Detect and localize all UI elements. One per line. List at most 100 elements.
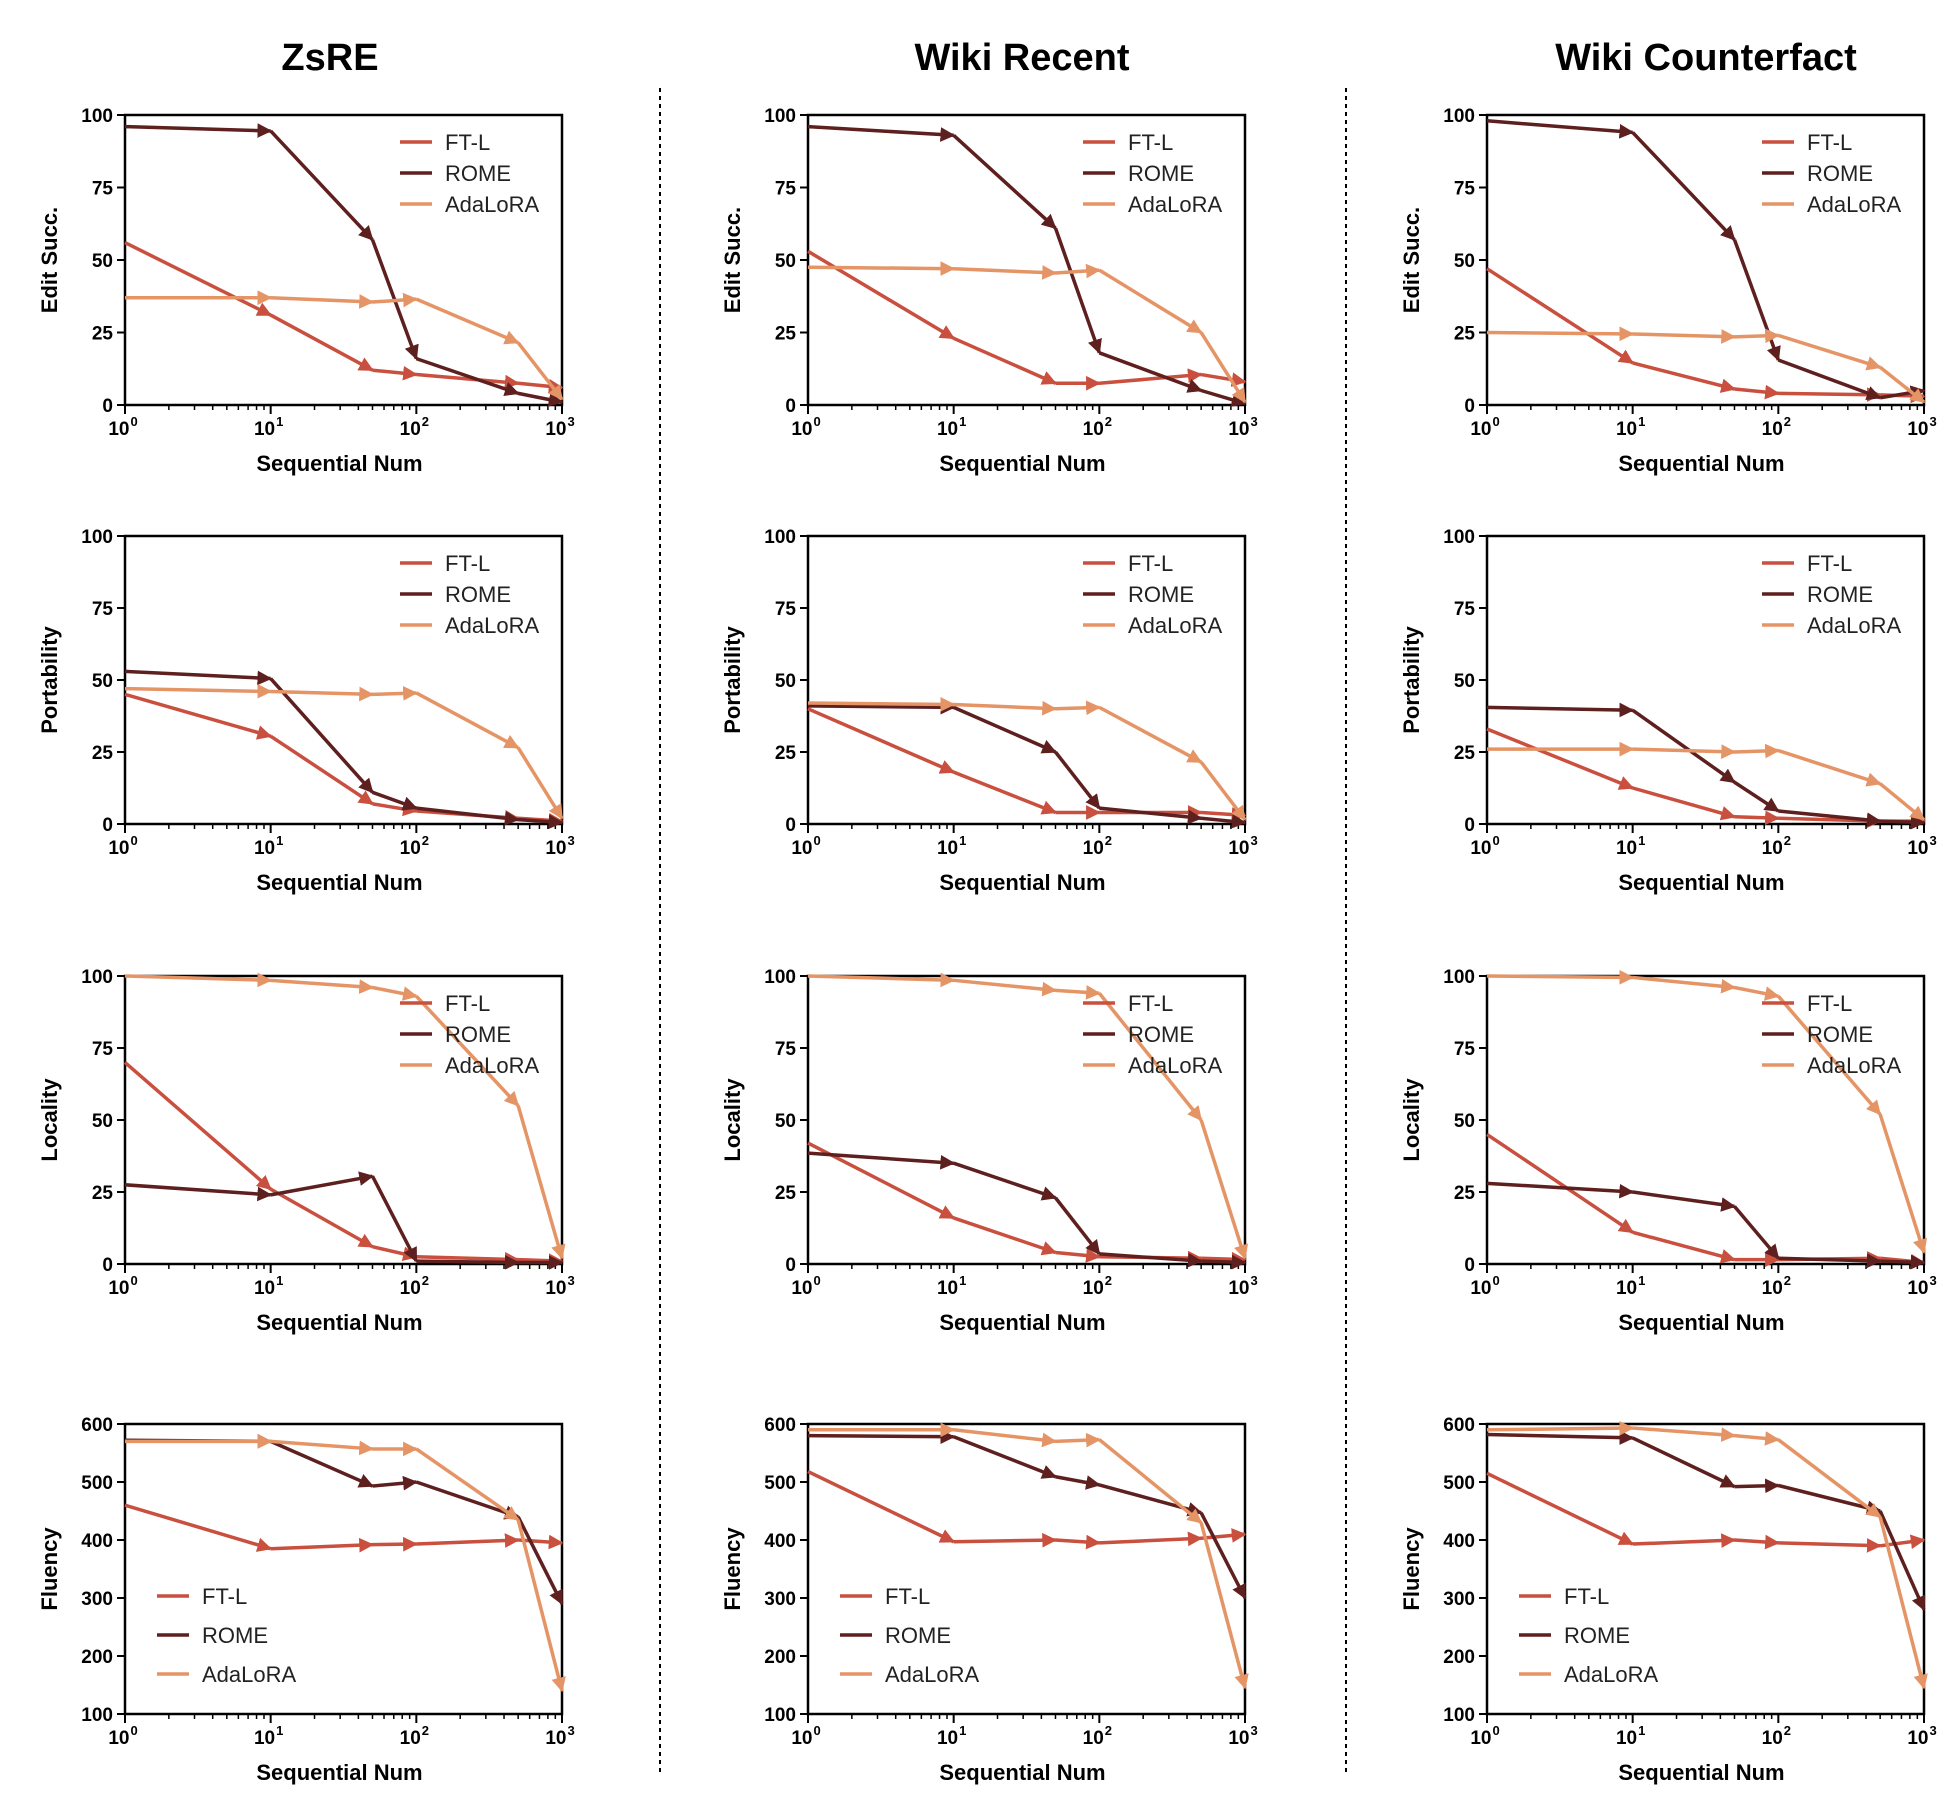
series-ft-l xyxy=(124,1503,564,1553)
legend: FT-L ROME AdaLoRA xyxy=(1762,991,1902,1078)
series-segment xyxy=(1055,1432,1101,1448)
series-segment xyxy=(1055,700,1101,716)
series-segment xyxy=(1099,1252,1203,1268)
series-segment xyxy=(1734,743,1780,759)
series-segment xyxy=(1199,331,1247,404)
y-tick-label: 25 xyxy=(92,1183,114,1204)
series-segment xyxy=(807,249,955,340)
series-segment xyxy=(1734,328,1780,344)
x-axis-label: Sequential Num xyxy=(1618,451,1784,476)
series-segment xyxy=(270,1537,374,1553)
y-tick-label: 600 xyxy=(81,1415,113,1436)
y-tick-label: 500 xyxy=(764,1473,796,1494)
x-tick-label: 101 xyxy=(937,414,966,440)
series-segment xyxy=(1099,1531,1203,1547)
series-segment xyxy=(1777,333,1882,371)
legend: FT-L ROME AdaLoRA xyxy=(840,1584,980,1687)
y-tick-label: 25 xyxy=(775,743,797,764)
legend-label: FT-L xyxy=(885,1584,930,1609)
series-ft-l xyxy=(124,241,564,394)
series-segment xyxy=(1632,361,1736,393)
series-segment xyxy=(1199,1119,1249,1260)
y-tick-label: 75 xyxy=(92,599,114,620)
series-segment xyxy=(1777,358,1882,401)
series-segment xyxy=(1777,748,1882,787)
y-tick-label: 100 xyxy=(81,106,113,127)
y-tick-label: 25 xyxy=(775,1183,797,1204)
series-segment xyxy=(953,1532,1057,1548)
series-segment xyxy=(415,994,520,1107)
x-tick-label: 100 xyxy=(108,1273,137,1299)
panel-zsre-locality: 0 25 50 75 100 100 101 102 103 Sequential Num Loca… xyxy=(37,967,575,1335)
x-tick-label: 100 xyxy=(1470,414,1499,440)
x-axis-label: Sequential Num xyxy=(256,870,422,895)
series-segment xyxy=(953,700,1057,716)
column-separators xyxy=(659,88,1347,1775)
series-segment xyxy=(270,294,374,309)
series-segment xyxy=(1879,782,1926,822)
legend-label: AdaLoRA xyxy=(1128,1053,1223,1078)
series-segment xyxy=(1054,1196,1101,1256)
y-tick-label: 75 xyxy=(1454,179,1476,200)
series-segment xyxy=(1486,1181,1635,1199)
series-segment xyxy=(1200,372,1247,387)
series-segment xyxy=(1055,1534,1101,1550)
series-segment xyxy=(807,1469,955,1544)
legend-label: ROME xyxy=(445,161,511,186)
series-segment xyxy=(1099,806,1203,825)
x-tick-label: 102 xyxy=(400,414,429,440)
series-segment xyxy=(415,1480,520,1520)
series-segment xyxy=(372,1475,418,1491)
series-segment xyxy=(1631,1436,1736,1489)
legend: FT-L ROME AdaLoRA xyxy=(1762,551,1902,638)
legend-label: FT-L xyxy=(1128,991,1173,1016)
y-axis-label: Fluency xyxy=(720,1527,745,1611)
series-segment xyxy=(124,1183,273,1202)
series-segment xyxy=(1632,975,1736,994)
series-segment xyxy=(1486,1132,1634,1234)
legend: FT-L ROME AdaLoRA xyxy=(400,130,540,217)
plot-frame xyxy=(1485,534,1926,826)
x-axis-label: Sequential Num xyxy=(1618,870,1784,895)
legend-label: AdaLoRA xyxy=(1128,192,1223,217)
legend-label: FT-L xyxy=(445,991,490,1016)
legend-label: ROME xyxy=(1807,161,1873,186)
series-segment xyxy=(124,1503,273,1552)
series-segment xyxy=(124,692,273,740)
series-ft-l xyxy=(123,1061,564,1269)
y-tick-label: 25 xyxy=(92,743,114,764)
y-tick-label: 100 xyxy=(764,1705,796,1726)
series-segment xyxy=(1880,814,1926,830)
x-tick-label: 102 xyxy=(1083,833,1112,859)
x-tick-label: 103 xyxy=(1228,414,1257,440)
y-tick-label: 50 xyxy=(775,251,796,272)
series-rome xyxy=(1486,1181,1926,1270)
series-segment xyxy=(807,261,956,276)
x-tick-label: 102 xyxy=(1762,1273,1791,1299)
y-tick-label: 100 xyxy=(764,967,796,988)
series-segment xyxy=(1778,1253,1882,1269)
series-adalora xyxy=(807,696,1247,821)
x-tick-label: 100 xyxy=(791,1723,820,1749)
legend: FT-L ROME AdaLoRA xyxy=(1083,991,1223,1078)
series-ft-l xyxy=(1486,1471,1926,1553)
y-tick-label: 200 xyxy=(81,1647,113,1668)
series-adalora xyxy=(1486,326,1926,404)
panel-wiki-counterfact-portability: 0 25 50 75 100 100 101 102 103 Sequential Num Port… xyxy=(1399,527,1937,895)
legend-label: FT-L xyxy=(445,130,490,155)
x-axis-label: Sequential Num xyxy=(256,451,422,476)
series-segment xyxy=(1053,227,1102,355)
series-rome xyxy=(124,669,564,830)
y-tick-label: 25 xyxy=(1454,743,1476,764)
y-axis-label: Edit Succ. xyxy=(720,207,745,313)
y-tick-label: 200 xyxy=(1443,1647,1475,1668)
legend: FT-L ROME AdaLoRA xyxy=(400,551,540,638)
panel-wiki-recent-edit-succ: 0 25 50 75 100 100 101 102 103 Sequential Num Edit… xyxy=(720,106,1258,476)
series-segment xyxy=(1631,708,1736,784)
x-tick-label: 103 xyxy=(1228,1723,1257,1749)
legend-label: AdaLoRA xyxy=(1564,1662,1659,1687)
x-tick-label: 101 xyxy=(937,1273,966,1299)
x-tick-label: 101 xyxy=(1616,1723,1645,1749)
y-tick-label: 0 xyxy=(1464,815,1475,836)
y-axis-label: Portability xyxy=(1399,625,1424,733)
